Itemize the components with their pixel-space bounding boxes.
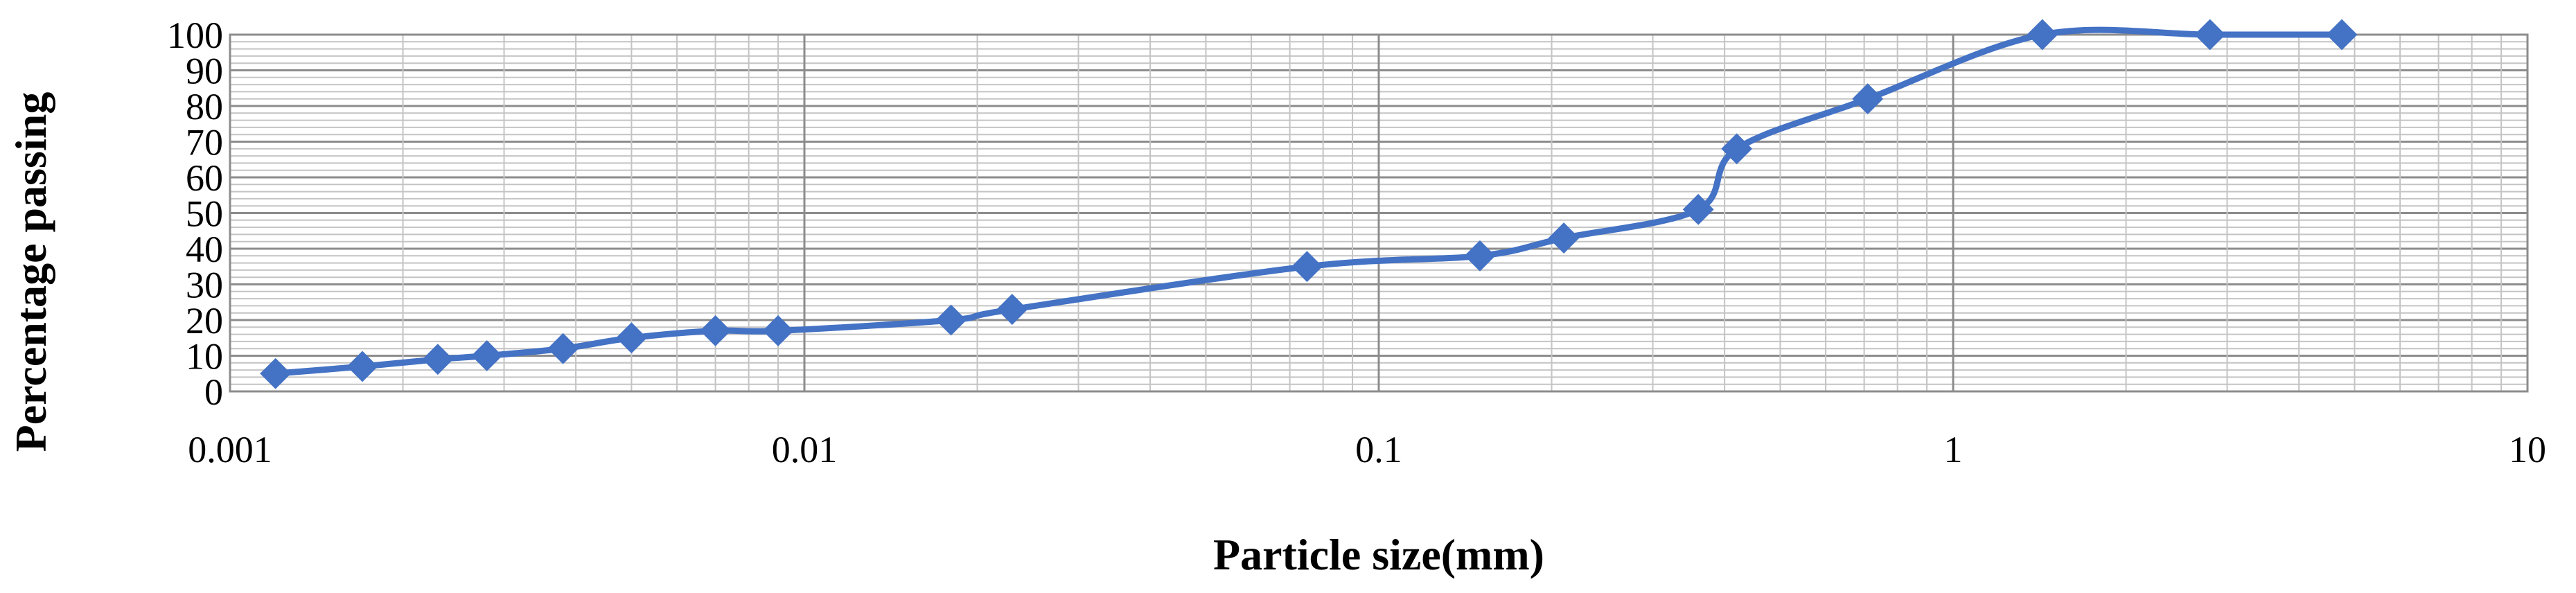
data-point-marker xyxy=(1852,83,1884,115)
plot-frame xyxy=(229,33,2529,393)
data-point-marker xyxy=(1291,251,1323,283)
y-tick-label: 10 xyxy=(186,336,223,378)
data-point-marker xyxy=(422,344,454,375)
y-tick-label: 80 xyxy=(186,86,223,127)
data-point-marker xyxy=(1682,193,1714,225)
data-point-marker xyxy=(2194,19,2226,51)
data-point-marker xyxy=(260,357,292,389)
x-tick-label: 0.001 xyxy=(188,429,272,470)
y-tick-label: 90 xyxy=(186,51,223,92)
y-tick-label: 40 xyxy=(186,229,223,270)
data-point-marker xyxy=(935,304,967,336)
data-point-marker xyxy=(346,351,378,382)
y-tick-label: 50 xyxy=(186,193,223,235)
y-tick-label: 70 xyxy=(186,122,223,163)
data-point-marker xyxy=(1548,222,1580,254)
data-point-marker xyxy=(547,333,579,364)
x-axis-title: Particle size(mm) xyxy=(1213,530,1544,579)
data-point-marker xyxy=(700,315,732,346)
y-tick-label: 30 xyxy=(186,265,223,306)
data-point-marker xyxy=(2326,19,2358,51)
data-point-marker xyxy=(762,315,794,346)
series-line xyxy=(272,26,2345,377)
y-tick-label: 20 xyxy=(186,300,223,342)
data-point-marker xyxy=(471,340,503,371)
x-tick-label: 0.01 xyxy=(772,429,838,470)
y-tick-label: 60 xyxy=(186,157,223,199)
series xyxy=(260,19,2358,389)
data-point-marker xyxy=(1721,133,1753,165)
data-point-marker xyxy=(1464,240,1496,272)
y-tick-label: 0 xyxy=(204,371,223,413)
data-point-marker xyxy=(616,322,647,354)
x-tick-label: 0.1 xyxy=(1355,429,1402,470)
data-point-marker xyxy=(996,294,1028,325)
x-tick-labels: 0.001 0.01 0.1 1 10 xyxy=(188,429,2546,470)
x-tick-label: 10 xyxy=(2509,429,2546,470)
data-point-marker xyxy=(2027,19,2058,51)
y-tick-label: 100 xyxy=(167,15,223,56)
x-tick-label: 1 xyxy=(1944,429,1963,470)
y-axis-title: Percentage passing xyxy=(6,92,55,452)
